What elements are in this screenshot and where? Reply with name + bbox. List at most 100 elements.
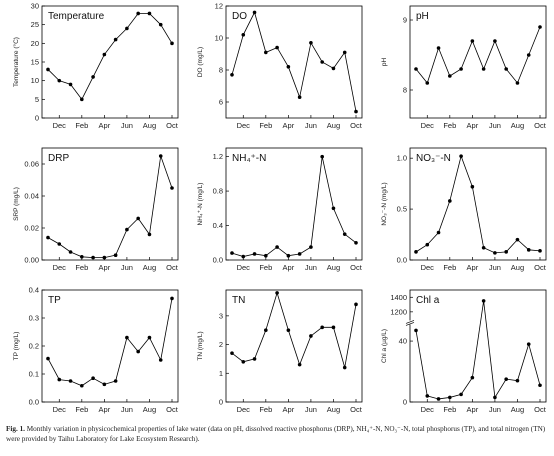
- x-tick-label: Oct: [350, 405, 363, 414]
- point: [538, 383, 542, 388]
- x-tick-label: Feb: [75, 263, 88, 272]
- panel-title: Temperature: [48, 11, 105, 22]
- point: [425, 242, 430, 247]
- y-tick-label: 0.8: [213, 187, 223, 196]
- point: [80, 97, 84, 102]
- point: [91, 376, 95, 381]
- x-tick-label: Apr: [467, 263, 479, 272]
- x-tick-label: Oct: [350, 263, 363, 272]
- point: [158, 22, 163, 27]
- point: [470, 375, 475, 380]
- panel: NO₃⁻-N NO₃⁻-N (mg/L) 0.0 0.5 1.0 Dec Feb Apr Jun…: [381, 147, 547, 272]
- point: [320, 60, 324, 64]
- point: [57, 78, 62, 83]
- x-tick-label: Apr: [283, 405, 295, 414]
- y-axis-label: TP (mg/L): [13, 332, 20, 361]
- plot-frame: [225, 5, 363, 119]
- y-axis-label: Temperature (°C): [12, 37, 20, 87]
- y-axis-label: Chl a (µg/L): [381, 329, 388, 363]
- plot-frame: [41, 147, 179, 261]
- point: [436, 397, 441, 401]
- point: [481, 67, 486, 71]
- point: [459, 392, 463, 397]
- point: [230, 251, 234, 255]
- point: [102, 255, 107, 260]
- x-tick-label: Jun: [305, 263, 317, 272]
- point: [448, 395, 452, 400]
- point: [125, 335, 129, 340]
- point: [436, 230, 441, 235]
- point: [481, 299, 486, 303]
- point: [515, 81, 520, 85]
- y-tick-label: 12: [215, 2, 223, 11]
- x-tick-label: Aug: [511, 263, 524, 272]
- x-tick-label: Aug: [143, 263, 156, 272]
- point: [264, 50, 268, 55]
- x-tick-label: Feb: [443, 263, 456, 272]
- y-axis-label: SRP (mg/L): [13, 187, 20, 221]
- point: [158, 154, 163, 158]
- y-tick-label: 0: [35, 114, 39, 123]
- point: [91, 75, 95, 79]
- y-tick-label: 0.04: [24, 192, 39, 201]
- point: [504, 250, 508, 254]
- point: [354, 109, 358, 114]
- point: [354, 240, 358, 245]
- point: [425, 394, 430, 398]
- point: [252, 10, 257, 15]
- x-tick-label: Dec: [237, 121, 251, 130]
- x-tick-label: Apr: [99, 405, 111, 414]
- point: [230, 73, 234, 77]
- point: [342, 365, 347, 370]
- point: [113, 253, 118, 257]
- point: [526, 53, 531, 57]
- point: [230, 351, 234, 355]
- x-tick-label: Oct: [350, 121, 363, 130]
- point: [136, 216, 140, 221]
- panel-title: TN: [232, 295, 245, 306]
- x-tick-label: Apr: [283, 263, 295, 272]
- x-tick-label: Aug: [327, 405, 340, 414]
- axis-break: [405, 320, 415, 324]
- point: [526, 248, 531, 252]
- point: [297, 362, 302, 367]
- point: [297, 252, 302, 256]
- y-tick-label: 10: [31, 76, 39, 85]
- point: [57, 242, 62, 246]
- point: [241, 33, 246, 37]
- y-tick-label: 5: [35, 95, 39, 104]
- line: [47, 13, 173, 101]
- point: [493, 39, 497, 43]
- x-tick-label: Dec: [53, 263, 67, 272]
- caption-label: Fig. 1.: [6, 425, 25, 433]
- point: [91, 255, 95, 260]
- y-tick-label: 8: [403, 86, 407, 95]
- x-tick-label: Jun: [489, 405, 501, 414]
- panel: Temperature Temperature (°C) 0 5 10 15 20 25 30 D…: [12, 2, 179, 131]
- point: [252, 357, 257, 361]
- point: [147, 11, 152, 16]
- point: [309, 334, 313, 338]
- point: [125, 26, 129, 31]
- panel-title: Chl a: [416, 295, 440, 306]
- y-tick-label: 0.06: [24, 160, 39, 169]
- point: [354, 302, 358, 307]
- panel: DRP SRP (mg/L) 0.00 0.02 0.04 0.06 Dec Feb Apr Ju…: [13, 147, 179, 272]
- point: [448, 199, 452, 203]
- point: [147, 335, 152, 340]
- point: [57, 377, 62, 382]
- point: [113, 379, 118, 383]
- point: [425, 81, 430, 85]
- point: [68, 379, 73, 383]
- point: [342, 50, 347, 55]
- line: [415, 26, 541, 84]
- x-tick-label: Feb: [259, 121, 272, 130]
- panel: Chl a Chl a (µg/L) 0 40 1200 1400 Dec Feb Apr Jun…: [381, 289, 547, 414]
- plot-frame: [41, 5, 179, 119]
- point: [264, 253, 268, 258]
- axis-break: [405, 322, 415, 326]
- x-tick-label: Aug: [511, 405, 524, 414]
- point: [309, 41, 313, 45]
- plot-frame: [409, 147, 547, 261]
